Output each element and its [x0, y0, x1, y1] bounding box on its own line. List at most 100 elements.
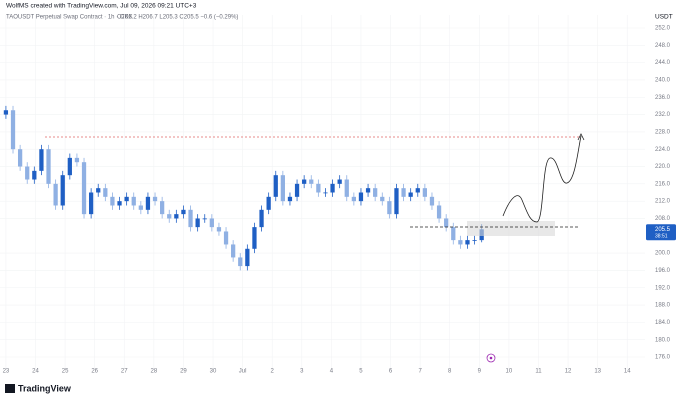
- x-tick-label: 28: [151, 369, 158, 375]
- candle-body: [160, 201, 165, 215]
- candle-body: [174, 214, 179, 219]
- x-tick-label: 7: [418, 369, 422, 375]
- candle-body: [195, 218, 200, 228]
- credit: WolfMS created with TradingView.com, Jul…: [6, 3, 197, 10]
- candle-body: [266, 196, 271, 210]
- candle-body: [302, 179, 307, 184]
- candle-body: [422, 188, 428, 197]
- candle-body: [81, 162, 87, 215]
- candle-body: [74, 157, 80, 163]
- arrow-head: [577, 133, 585, 141]
- y-tick-label: 212.0: [655, 199, 671, 205]
- candle-body: [46, 149, 51, 184]
- candle-body: [408, 192, 413, 197]
- y-tick-label: 180.0: [655, 337, 671, 343]
- candle-body: [67, 157, 72, 176]
- candle-body: [103, 188, 108, 197]
- x-tick-label: 11: [535, 369, 542, 375]
- candle-body: [223, 231, 229, 245]
- x-tick-label: 30: [210, 369, 217, 375]
- candle-body: [387, 201, 392, 215]
- x-tick-label: 27: [121, 369, 128, 375]
- candle-body: [401, 188, 406, 197]
- candle-body: [167, 214, 172, 219]
- candle-body: [145, 196, 151, 210]
- x-tick-label: 8: [448, 369, 452, 375]
- x-tick-label: 23: [3, 369, 10, 375]
- candle-body: [316, 183, 321, 193]
- candle-body: [330, 183, 335, 193]
- x-tick-label: 25: [62, 369, 69, 375]
- event-icon[interactable]: [486, 353, 496, 363]
- y-tick-label: 192.0: [655, 285, 671, 291]
- x-tick-label: 9: [478, 369, 482, 375]
- candle-body: [209, 218, 214, 228]
- event-dot: [489, 356, 493, 360]
- candle-body: [3, 110, 9, 115]
- candle-body: [436, 205, 442, 219]
- candle-body: [39, 149, 44, 171]
- x-tick-label: 29: [180, 369, 187, 375]
- candle-body: [25, 166, 30, 180]
- y-tick-label: 240.0: [655, 78, 671, 84]
- candle-body: [394, 188, 399, 215]
- price-tag: 205.538:51: [646, 224, 676, 241]
- candle-body: [337, 179, 342, 184]
- y-tick-label: 224.0: [655, 147, 671, 153]
- candle-body: [465, 240, 470, 245]
- ohlc-legend: O206.2 H206.7 L205.3 C205.5 −0.6 (−0.29%…: [117, 15, 238, 21]
- candle-body: [60, 175, 65, 206]
- candle-body: [280, 175, 285, 202]
- logo-mark: [5, 384, 15, 393]
- x-tick-label: 2: [271, 369, 275, 375]
- x-tick-label: Jul: [239, 369, 247, 375]
- x-tick-label: 12: [565, 369, 572, 375]
- candle-body: [10, 110, 16, 150]
- x-tick-label: 24: [32, 369, 39, 375]
- candle-body: [373, 188, 378, 197]
- y-tick-label: 176.0: [655, 355, 671, 361]
- y-tick-label: 200.0: [655, 251, 671, 257]
- candle-body: [365, 188, 371, 193]
- candle-body: [152, 196, 158, 202]
- candle-body: [472, 240, 477, 241]
- symbol: TAOUSDT Perpetual Swap Contract · 1h · O…: [6, 15, 133, 21]
- y-tick-label: 236.0: [655, 95, 671, 101]
- candle-body: [216, 227, 222, 232]
- y-tick-label: 188.0: [655, 303, 671, 309]
- candle-body: [245, 248, 250, 267]
- y-tick-label: 196.0: [655, 268, 671, 274]
- candle-body: [188, 209, 193, 228]
- candle-body: [131, 196, 136, 206]
- candle-body: [458, 240, 463, 245]
- candle-body: [88, 192, 94, 215]
- y-tick-label: 248.0: [655, 43, 671, 49]
- candle-body: [138, 205, 143, 210]
- y-tick-label: 208.0: [655, 216, 671, 222]
- y-tick-label: 232.0: [655, 112, 671, 118]
- last-price: 205.5: [655, 227, 671, 233]
- candle-body: [110, 196, 115, 206]
- candle-body: [238, 257, 243, 267]
- y-tick-label: 252.0: [655, 26, 671, 32]
- y-tick-label: 244.0: [655, 60, 671, 66]
- candle-body: [309, 179, 314, 184]
- candle-body: [287, 196, 293, 202]
- candle-body: [202, 218, 207, 220]
- x-tick-label: 6: [389, 369, 393, 375]
- candle-body: [444, 218, 449, 228]
- x-tick-label: 5: [359, 369, 363, 375]
- price-tag-box: [646, 224, 676, 241]
- candle-body: [96, 188, 101, 193]
- candle-body: [117, 201, 122, 206]
- candle-body: [252, 227, 257, 249]
- candle-body: [451, 227, 456, 241]
- candle-body: [32, 170, 37, 180]
- candle-body: [231, 244, 236, 258]
- candle-body: [17, 149, 23, 167]
- candle-body: [380, 196, 385, 202]
- candle-body: [124, 196, 129, 202]
- x-tick-label: 3: [300, 369, 304, 375]
